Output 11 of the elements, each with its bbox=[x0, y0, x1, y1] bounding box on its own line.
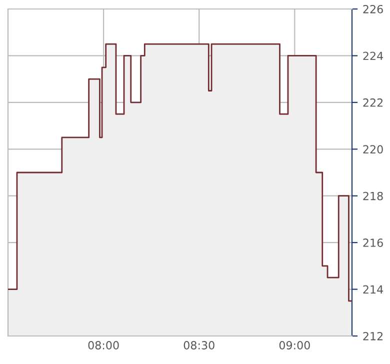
y-tick-label: 214 bbox=[363, 285, 383, 294]
y-tick-label: 218 bbox=[363, 192, 383, 200]
y-tick-label: 212 bbox=[363, 332, 383, 340]
x-tick-label: 09:00 bbox=[279, 341, 310, 350]
x-tick-label: 08:00 bbox=[88, 341, 119, 350]
y-tick-label: 222 bbox=[363, 98, 383, 107]
y-tick-label: 224 bbox=[363, 52, 383, 60]
x-tick-label: 08:30 bbox=[184, 341, 214, 350]
y-tick-label: 220 bbox=[363, 145, 383, 154]
y-tick-label: 216 bbox=[363, 238, 383, 247]
y-tick-label: 226 bbox=[363, 4, 383, 14]
